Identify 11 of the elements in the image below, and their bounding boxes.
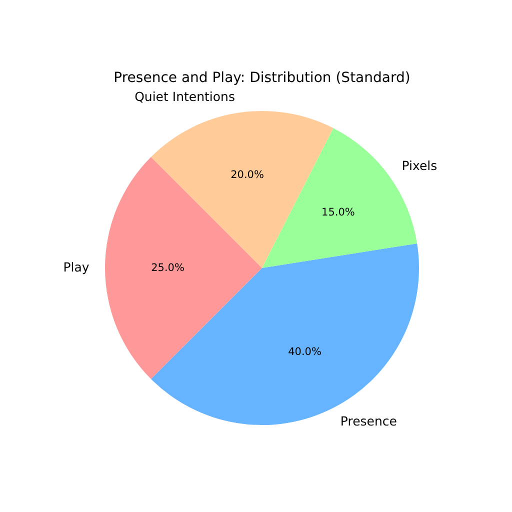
slice-label: Play xyxy=(63,259,90,274)
slice-label: Presence xyxy=(340,413,398,428)
data-label: 40.0% xyxy=(288,346,322,358)
data-label: 20.0% xyxy=(230,168,264,181)
slice-label: Pixels xyxy=(402,158,438,173)
slice-label: Quiet Intentions xyxy=(134,88,235,104)
chart-title: Presence and Play: Distribution (Standard) xyxy=(114,70,410,86)
data-label: 25.0% xyxy=(151,262,184,274)
data-label: 15.0% xyxy=(322,206,355,219)
pie-slice xyxy=(150,243,419,425)
pie-slice xyxy=(105,156,262,380)
